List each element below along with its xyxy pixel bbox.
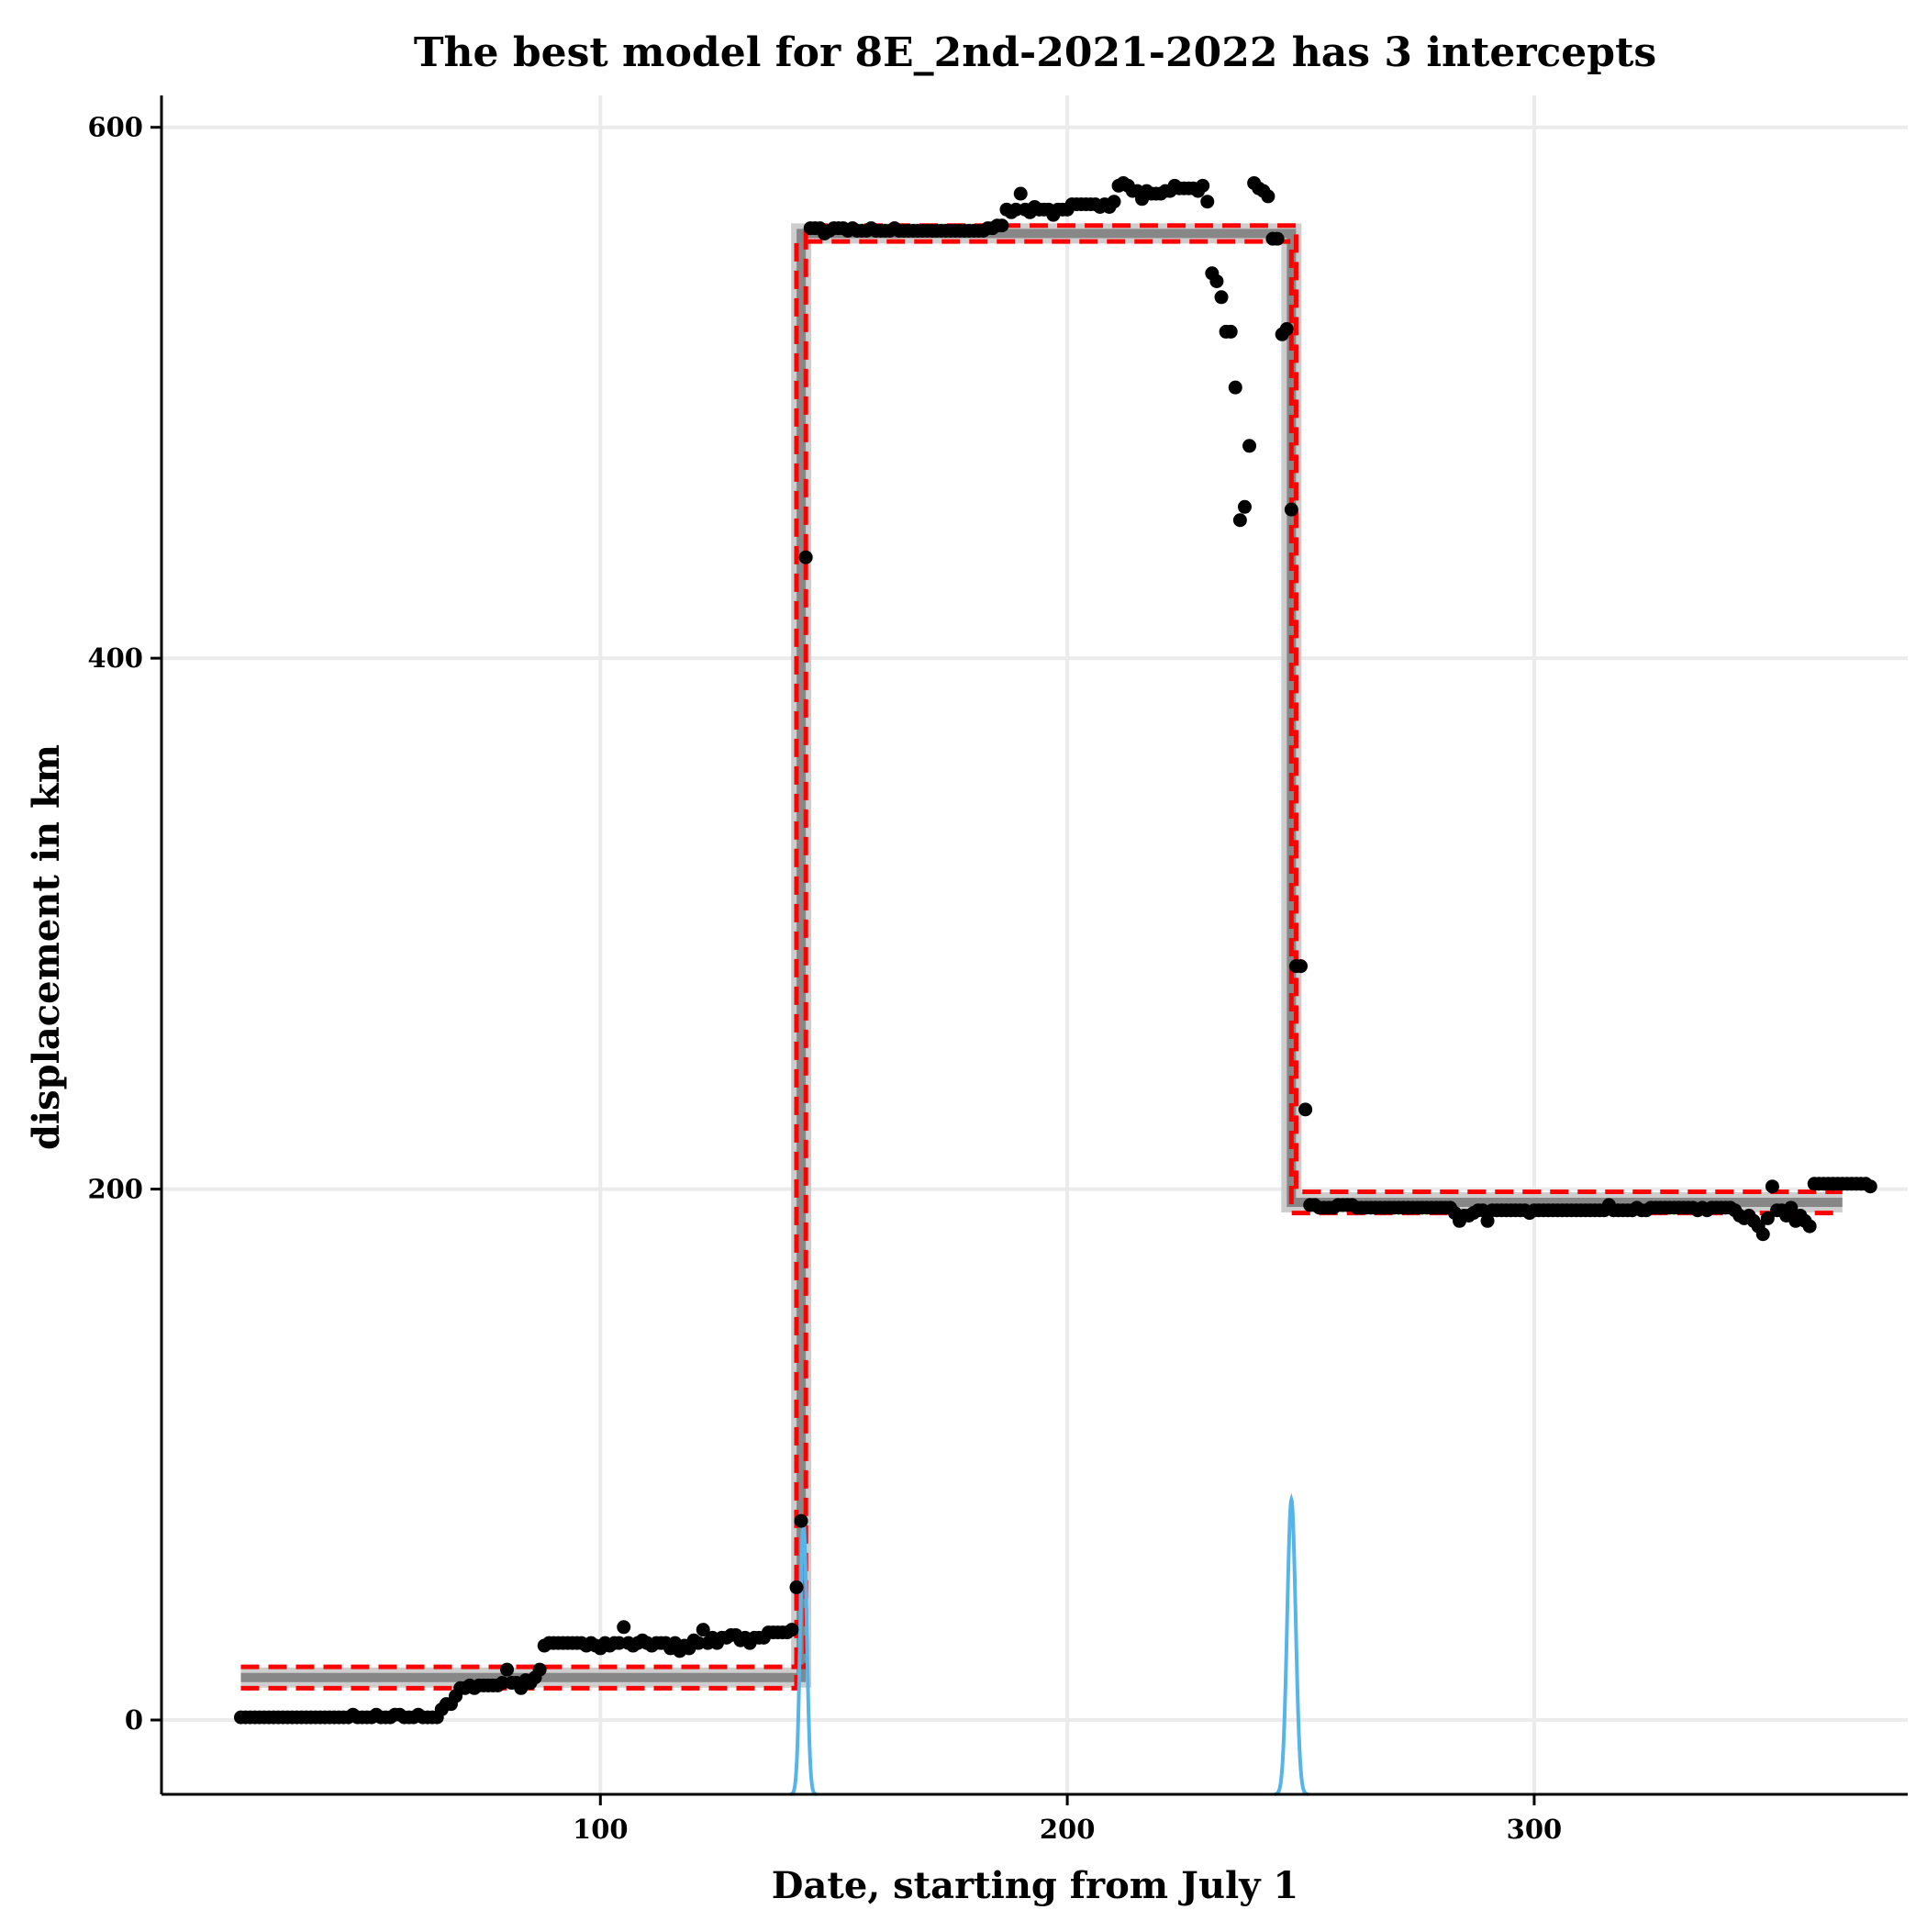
chart-title: The best model for 8E_2nd-2021-2022 has … [414, 29, 1656, 76]
data-point [995, 218, 1009, 233]
data-point [1480, 1213, 1495, 1228]
data-point [785, 1623, 799, 1637]
x-tick-label-200: 200 [1040, 1814, 1096, 1845]
data-point [789, 1580, 804, 1594]
model-layer [240, 223, 1843, 1691]
ticks-layer: 100 200 300 0 200 400 600 [87, 112, 1562, 1845]
data-point [1765, 1179, 1779, 1194]
data-point [1237, 499, 1252, 514]
y-tick-label-200: 200 [87, 1174, 143, 1205]
data-point [1802, 1219, 1817, 1234]
data-point [1784, 1201, 1799, 1215]
data-point [1863, 1179, 1877, 1194]
data-point [1209, 274, 1224, 288]
data-point [617, 1620, 631, 1635]
data-point [1013, 186, 1028, 201]
data-point [1279, 322, 1294, 337]
data-point [1214, 290, 1229, 305]
model-ci-lower-dashed [240, 239, 1843, 1691]
data-point [798, 550, 813, 564]
density-layer [790, 1492, 1309, 1796]
data-point [1228, 380, 1242, 395]
breakpoint-density-2 [1274, 1492, 1309, 1796]
x-tick-label-100: 100 [573, 1814, 629, 1845]
data-point [1107, 195, 1121, 209]
data-point [1294, 959, 1309, 974]
data-point [500, 1662, 515, 1677]
data-point [1755, 1227, 1770, 1242]
data-point [1200, 195, 1215, 209]
data-point [1261, 189, 1275, 204]
y-tick-label-0: 0 [125, 1704, 143, 1736]
model-fit-line [240, 229, 1843, 1682]
y-tick-label-600: 600 [87, 112, 143, 143]
data-point [1242, 439, 1257, 453]
data-point [1232, 513, 1247, 528]
data-point [532, 1662, 547, 1677]
y-tick-label-400: 400 [87, 642, 143, 674]
x-tick-label-300: 300 [1507, 1814, 1563, 1845]
data-point [1196, 178, 1210, 193]
data-point [1298, 1102, 1313, 1117]
points-layer [234, 175, 1877, 1725]
x-axis-title: Date, starting from July 1 [772, 1864, 1298, 1907]
data-point [1760, 1211, 1775, 1225]
data-point [1284, 502, 1298, 517]
data-point [1270, 231, 1285, 246]
data-point [794, 1513, 808, 1528]
grid-layer [162, 95, 1908, 1794]
y-axis-title: displacement in km [25, 744, 68, 1150]
data-point [696, 1623, 710, 1637]
axes-layer [160, 95, 1908, 1796]
data-point [1223, 324, 1238, 339]
model-fit-band-light [240, 223, 1843, 1688]
model-ci-upper-dashed [240, 223, 1843, 1670]
